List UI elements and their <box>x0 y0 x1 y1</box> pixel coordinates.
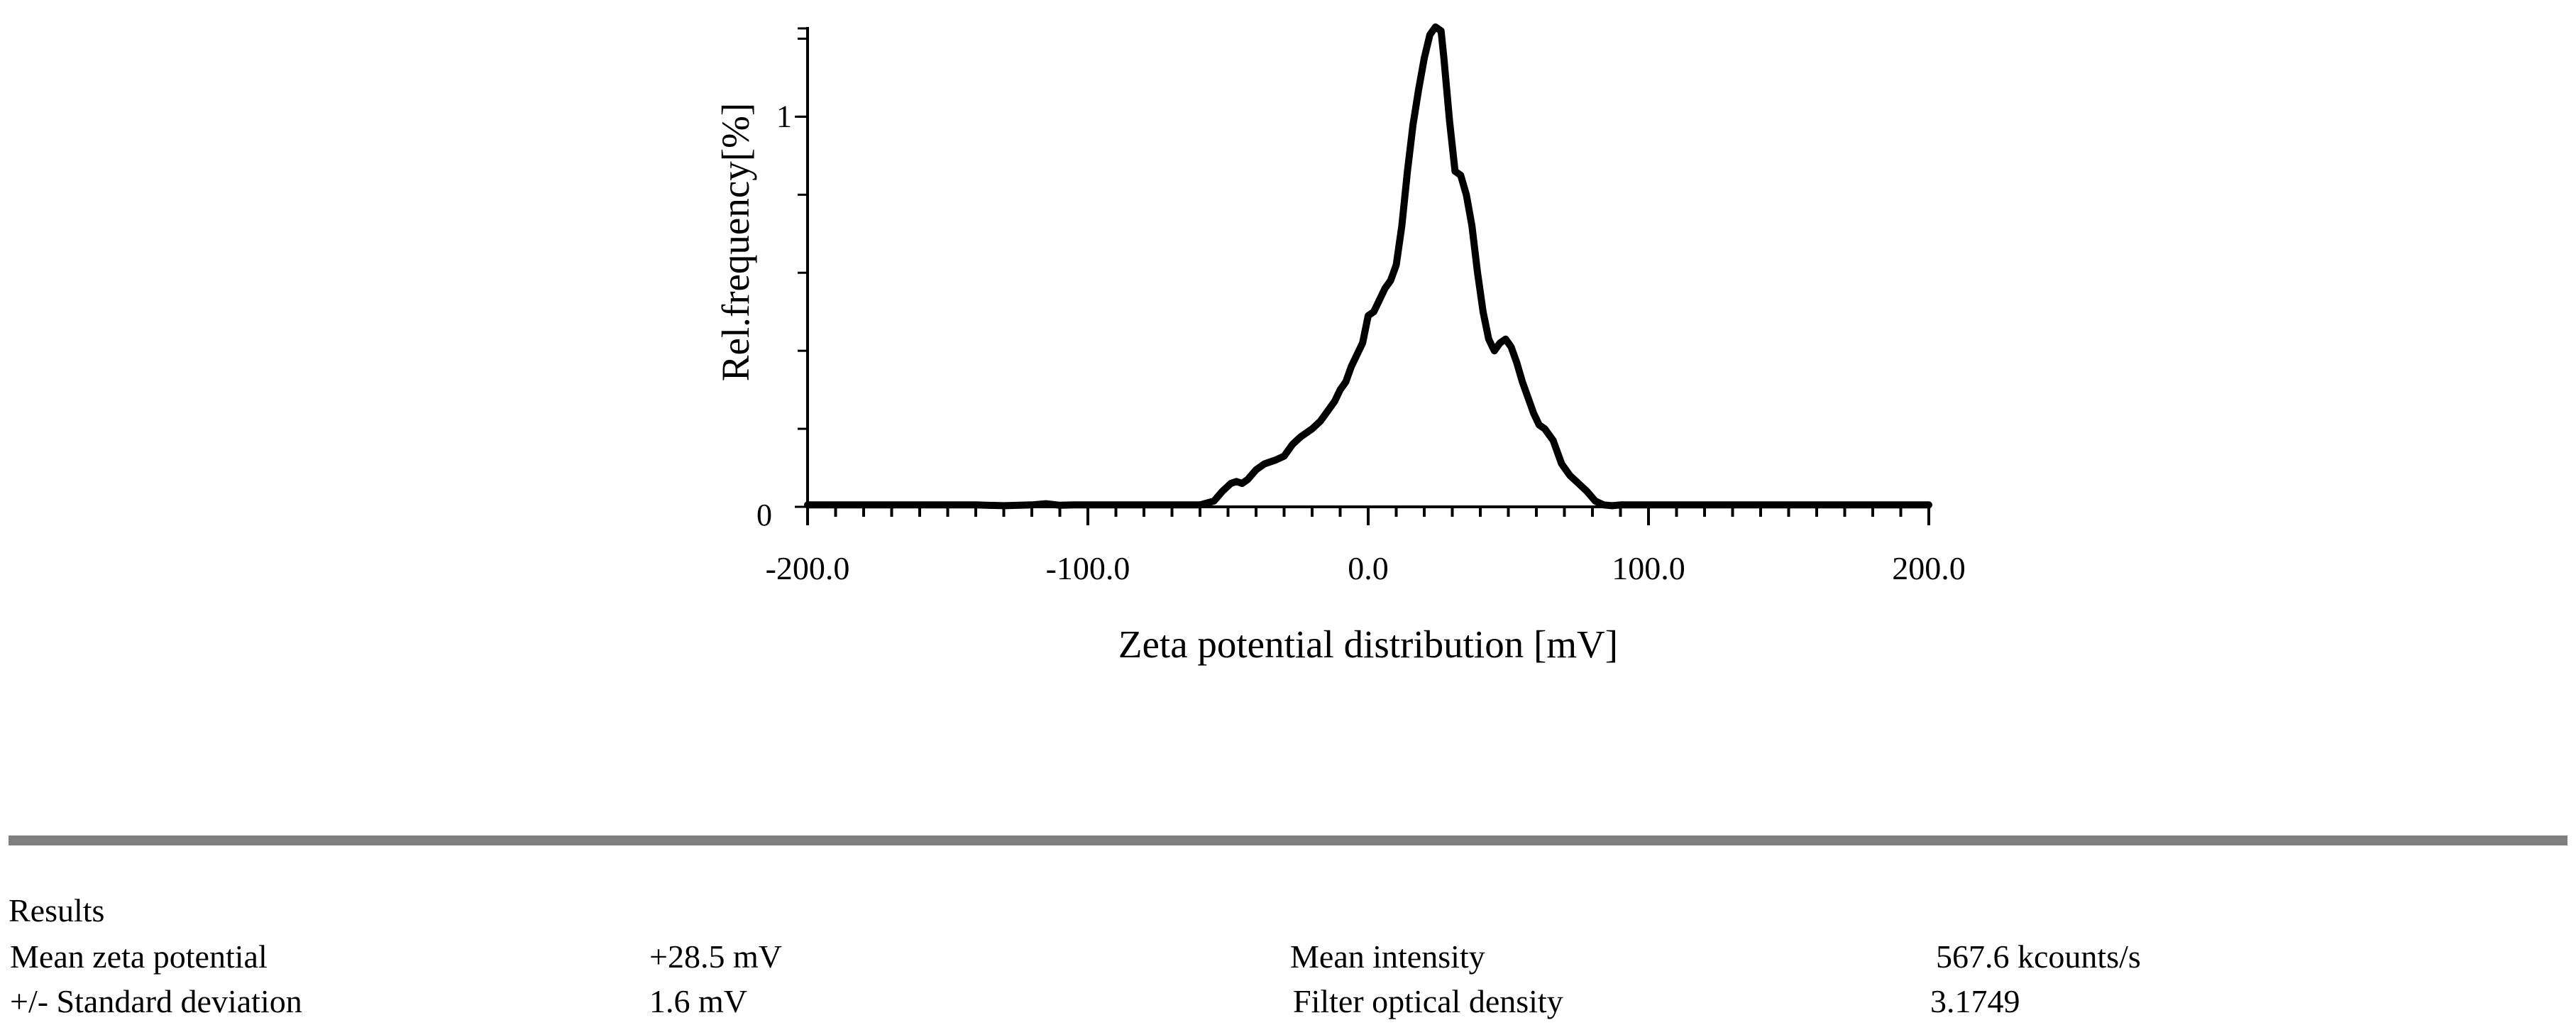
x-tick-label: -100.0 <box>1046 550 1130 586</box>
mean-zeta-potential-value: +28.5 mV <box>649 938 782 975</box>
filter-optical-density-label: Filter optical density <box>1293 983 1563 1019</box>
mean-intensity-value: 567.6 kcounts/s <box>1936 938 2141 975</box>
x-tick-label: 200.0 <box>1892 550 1966 586</box>
standard-deviation-value: 1.6 mV <box>649 983 747 1019</box>
y-tick-label: 1 <box>776 99 792 133</box>
x-tick-label: 100.0 <box>1612 550 1685 586</box>
x-tick-label: 0.0 <box>1348 550 1389 586</box>
mean-intensity-label: Mean intensity <box>1290 938 1485 975</box>
x-axis-label: Zeta potential distribution [mV] <box>1118 623 1618 666</box>
y-tick-label: 0 <box>756 498 772 532</box>
results-heading: Results <box>9 892 105 928</box>
zeta-potential-chart: -200.0 -100.0 0.0 100.0 200.0 0 1 Zeta potent… <box>714 23 1966 666</box>
mean-zeta-potential-label: Mean zeta potential <box>10 938 268 975</box>
series-line-distribution <box>804 23 1932 510</box>
filter-optical-density-value: 3.1749 <box>1930 983 2020 1019</box>
section-divider <box>9 835 2567 845</box>
standard-deviation-label: +/- Standard deviation <box>10 983 302 1019</box>
y-axis-label: Rel.frequency[%] <box>714 103 757 381</box>
x-tick-label: -200.0 <box>766 550 850 586</box>
